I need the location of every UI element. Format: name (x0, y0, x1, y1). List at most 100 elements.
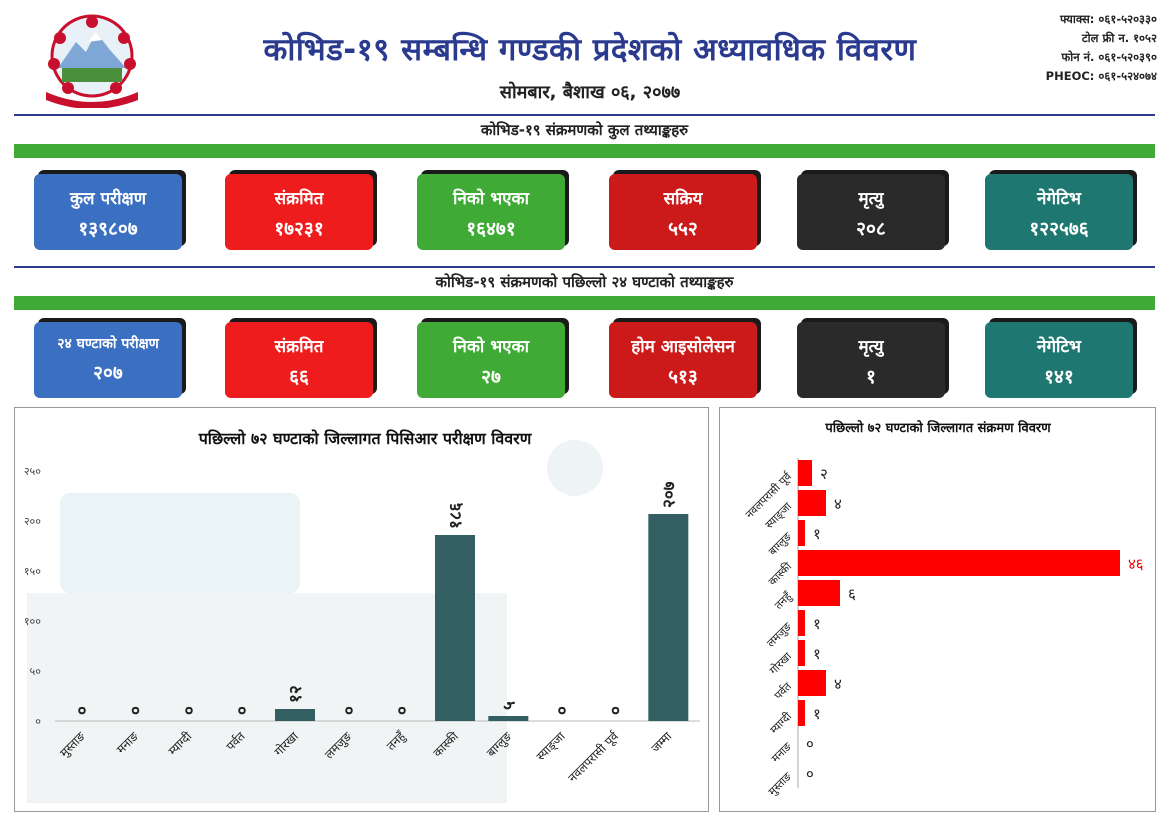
value-label: १८६ (446, 502, 466, 529)
bar (798, 490, 826, 516)
fax-number: फ्याक्स: ०६१-५२०३३० (1059, 12, 1157, 26)
value-label: १ (813, 645, 821, 663)
last24-card-label: २४ घण्टाको परीक्षण (57, 336, 159, 352)
page-title: कोभिड-१९ सम्बन्धि गण्डकी प्रदेशको अध्याव… (263, 32, 917, 68)
last24-card-label: मृत्यु (858, 337, 884, 357)
contact-info: फ्याक्स: ०६१-५२०३३० टोल फ्री न. १०५२ फोन… (1046, 10, 1157, 86)
value-label: ६ (848, 585, 856, 603)
last24-green-bar (14, 296, 1155, 310)
bar (798, 460, 812, 486)
bar (798, 580, 840, 606)
bar (798, 610, 805, 636)
total-card-value: ५५२ (668, 218, 698, 240)
totals-section-title: कोभिड-१९ संक्रमणको कुल तथ्याङ्कहरु (480, 121, 689, 139)
total-card-label: नेगेटिभ (1037, 189, 1081, 209)
total-card-label: मृत्यु (858, 189, 884, 209)
category-label: कास्की (766, 560, 794, 588)
last24-card-value: १ (866, 366, 876, 388)
category-label: मुस्ताङ (766, 769, 795, 798)
total-card-value: १६४७१ (466, 218, 516, 240)
bar (435, 535, 475, 721)
chart-title: पछिल्लो ७२ घण्टाको जिल्लागत संक्रमण विवर… (824, 420, 1051, 436)
total-card-value: १७२३१ (274, 218, 324, 240)
value-label: २ (820, 465, 828, 483)
category-label: लमजुङ (764, 619, 795, 650)
category-label: स्याङ्जा (534, 729, 570, 765)
category-label: गोरखा (767, 650, 794, 677)
value-label: १ (813, 705, 821, 723)
last24-card-4: मृत्यु १ (797, 322, 945, 398)
section-divider (14, 266, 1155, 268)
value-label: ० (126, 706, 146, 715)
value-label: ० (606, 706, 626, 715)
last24-card-1: संक्रमित ६६ (225, 322, 373, 398)
total-card-1: संक्रमित १७२३१ (225, 174, 373, 250)
total-card-label: निको भएका (452, 189, 530, 209)
value-label: ४६ (1128, 555, 1144, 573)
pheoc-number: PHEOC: ०६१-५२४०७४ (1045, 69, 1157, 83)
value-label: १२ (286, 685, 306, 703)
phone-number: फोन नं. ०६१-५२०३९० (1061, 50, 1157, 64)
value-label: ० (179, 706, 199, 715)
value-label: २०७ (659, 481, 679, 508)
value-label: ० (339, 706, 359, 715)
total-card-value: २०८ (856, 218, 886, 240)
value-label: ० (806, 735, 814, 753)
category-label: पर्वत (772, 679, 795, 702)
infection-bar-chart: पछिल्लो ७२ घण्टाको जिल्लागत संक्रमण विवर… (743, 420, 1144, 798)
value-label: ० (553, 706, 573, 715)
total-card-label: सक्रिय (663, 189, 703, 209)
category-label: नवलपरासी पूर्व (565, 729, 622, 786)
infection-chart-panel: पछिल्लो ७२ घण्टाको जिल्लागत संक्रमण विवर… (719, 407, 1156, 812)
last24-card-label: निको भएका (452, 337, 530, 357)
background-illustration (27, 593, 507, 803)
y-tick-label: २५० (24, 465, 41, 478)
last24-card-label: नेगेटिभ (1037, 337, 1081, 357)
last24-card-5: नेगेटिभ १४१ (985, 322, 1133, 398)
value-label: १ (813, 615, 821, 633)
total-card-3: सक्रिय ५५२ (609, 174, 757, 250)
total-card-5: नेगेटिभ १२२५७६ (985, 174, 1133, 250)
bar (798, 640, 805, 666)
category-label: तनहुँ (772, 589, 796, 613)
total-card-value: १३९८०७ (78, 218, 138, 240)
last24-card-label: संक्रमित (274, 337, 324, 357)
category-label: जम्मा (648, 729, 675, 756)
nepal-emblem-logo (46, 14, 138, 108)
last24-card-value: २७ (481, 366, 501, 388)
toll-free-number: टोल फ्री न. १०५२ (1081, 31, 1157, 45)
total-card-2: निको भएका १६४७१ (417, 174, 565, 250)
value-label: ४ (834, 495, 842, 513)
category-label: मनाङ (769, 739, 795, 765)
bar (488, 716, 529, 721)
last24-card-value: १४१ (1044, 366, 1074, 388)
value-label: १ (813, 525, 821, 543)
bar (798, 670, 826, 696)
total-card-value: १२२५७६ (1029, 218, 1089, 240)
category-label: बाग्लुङ (766, 529, 795, 558)
value-label: ० (806, 765, 814, 783)
total-card-label: कुल परीक्षण (70, 189, 146, 209)
last24-card-value: ६६ (289, 366, 309, 388)
last24-card-0: २४ घण्टाको परीक्षण २०७ (34, 322, 182, 398)
last24-section-title: कोभिड-१९ संक्रमणको पछिल्लो २४ घण्टाको तथ… (435, 273, 734, 291)
y-tick-label: ५० (30, 665, 42, 678)
category-label: म्याग्दी (768, 710, 795, 737)
chart-title: पछिल्लो ७२ घण्टाको जिल्लागत पिसिआर परीक्… (198, 429, 533, 448)
report-date: सोमबार, बैशाख ०६, २०७७ (499, 82, 681, 103)
background-person (547, 440, 603, 496)
bar (275, 709, 315, 721)
last24-card-value: २०७ (93, 362, 123, 384)
value-label: ० (73, 706, 93, 715)
pcr-test-bar-chart: पछिल्लो ७२ घण्टाको जिल्लागत पिसिआर परीक्… (24, 429, 700, 803)
last24-card-value: ५१३ (668, 366, 698, 388)
last24-card-3: होम आइसोलेसन ५१३ (609, 322, 757, 398)
totals-green-bar (14, 144, 1155, 158)
bar (798, 700, 805, 726)
total-card-0: कुल परीक्षण १३९८०७ (34, 174, 182, 250)
y-tick-label: ० (35, 715, 41, 728)
header-divider (14, 114, 1155, 116)
y-tick-label: १०० (24, 615, 41, 628)
total-card-4: मृत्यु २०८ (797, 174, 945, 250)
bar (798, 520, 805, 546)
